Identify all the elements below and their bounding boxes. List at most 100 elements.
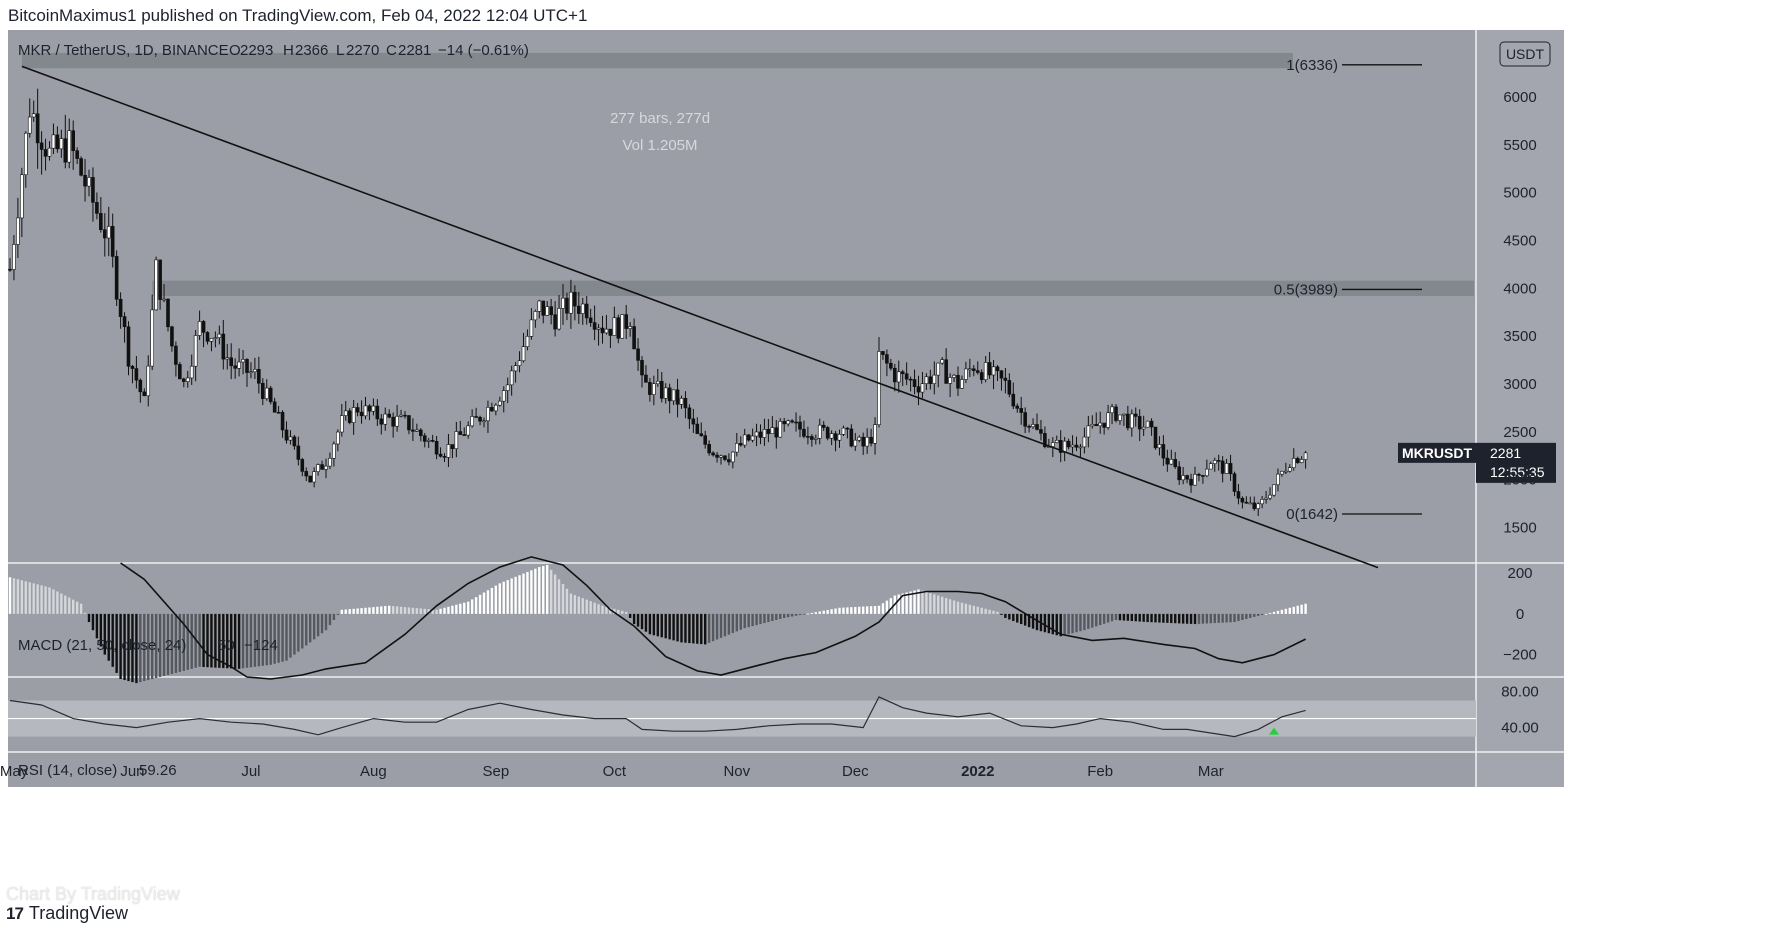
macd-histogram-bar [565,588,569,614]
candle-body [900,371,905,375]
macd-histogram-bar [1020,613,1023,625]
candle-body [916,386,921,393]
candle-body [189,365,194,379]
candle-body [1149,420,1154,428]
macd-histogram-bar [119,613,122,680]
macd-histogram-bar [154,613,158,679]
low-value: 2270 [346,42,379,59]
macd-histogram-bar [380,606,383,614]
candle-body [138,379,143,393]
macd-histogram-bar [1083,613,1086,631]
candle-body [687,407,692,420]
macd-histogram-bar [324,613,328,631]
candle-body [83,174,87,187]
macd-histogram-bar [802,613,806,615]
candle-body [758,431,763,438]
candle-body [640,360,644,376]
candle-body [253,368,257,373]
macd-histogram-bar [1185,613,1189,624]
macd-histogram-bar [423,608,426,614]
candle-body [343,410,348,416]
macd-histogram-bar [644,613,648,632]
candle-body [1177,466,1181,481]
candle-body [576,305,581,314]
candle-body [114,256,119,300]
candle-body [110,226,115,257]
macd-histogram-bar [889,598,893,614]
candle-body [620,314,625,339]
candle-body [1019,408,1024,413]
macd-histogram-bar [190,613,193,669]
candle-body [1102,422,1106,428]
candle-body [31,113,36,118]
resistance-zone-1 [152,280,1475,297]
candle-body [201,321,206,333]
price-tick-label: 2000 [1503,472,1536,489]
time-tick-label: Nov [723,763,750,780]
macd-histogram-bar [293,613,296,655]
macd-histogram-bar [1008,613,1011,620]
high-label: H [283,42,294,59]
candle-body [268,387,273,403]
candle-body [296,445,301,460]
tradingview-brand: TradingView [28,903,128,923]
macd-histogram-bar [937,595,940,614]
macd-histogram-bar [328,613,332,626]
candle-body [904,373,909,380]
macd-histogram-bar [921,590,924,614]
macd-histogram-bar [775,613,778,620]
macd-histogram-bar [1268,612,1272,614]
macd-histogram-bar [56,591,59,614]
candle-body [561,297,565,309]
candle-body [23,132,28,176]
macd-histogram-bar [941,596,944,614]
macd-histogram-bar [1292,606,1295,614]
macd-histogram-bar [688,613,691,644]
candle-body [1173,459,1178,468]
price-tick-label: 2500 [1503,424,1536,441]
candle-body [55,134,60,150]
candle-body [1268,494,1272,499]
price-chart[interactable]: 1(6336) 0.5(3989) 0(1642) MKRUSDT 2281 12:55:… [0,0,1766,900]
candle-body [490,407,494,412]
macd-histogram-bar [202,613,205,668]
macd-histogram-bar [700,613,703,645]
candle-body [363,405,368,417]
macd-histogram-bar [862,606,865,614]
candle-body [794,421,798,424]
candle-body [892,367,897,383]
macd-histogram-bar [1146,613,1149,623]
macd-histogram-bar [1027,613,1031,628]
currency-button[interactable]: USDT [1499,41,1551,67]
candle-body [1228,463,1233,475]
macd-histogram-bar [245,613,249,668]
macd-histogram-bar [881,603,885,614]
price-tag-countdown: 12:55:35 [1490,464,1545,480]
candle-body [324,465,328,470]
candle-body [446,444,451,458]
close-value: 2281 [398,42,431,59]
candle-body [142,391,147,397]
candle-body [1086,425,1091,438]
macd-histogram-bar [585,599,588,614]
candle-body [956,374,960,389]
chart-by-caption: Chart By TradingView [6,884,180,904]
macd-histogram-bar [218,613,221,668]
macd-histogram-bar [1122,613,1126,621]
candle-body [407,415,411,431]
candle-body [229,357,233,367]
macd-histogram-bar [427,609,430,614]
resistance-zone-0 [21,52,1294,69]
macd-histogram-bar [388,605,391,614]
tradingview-footer[interactable]: 17 TradingView [6,903,128,924]
candle-body [1126,413,1130,429]
candle-body [770,427,775,434]
macd-histogram-bar [1031,613,1035,629]
macd-histogram-bar [850,607,853,614]
symbol-name: MKR / TetherUS, 1D, BINANCE [18,42,229,59]
candle-body [699,433,704,436]
candle-body [782,421,787,425]
candle-body [964,368,968,380]
candle-body [896,371,901,383]
macd-histogram-bar [747,613,750,628]
